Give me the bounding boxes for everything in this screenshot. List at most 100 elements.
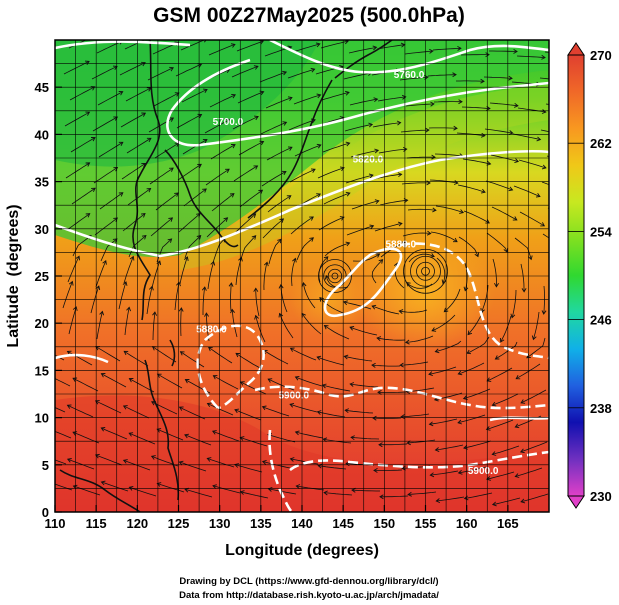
streamline [67, 256, 80, 283]
streamline [177, 163, 202, 181]
streamline-arrow [485, 219, 490, 224]
streamline-arrow [485, 426, 491, 431]
streamline [213, 375, 239, 390]
streamline-arrow [225, 168, 230, 174]
streamline [543, 285, 545, 315]
streamline-arrow [85, 213, 91, 218]
streamline-arrow [480, 78, 485, 84]
streamline-arrow [429, 48, 434, 54]
streamline [268, 378, 295, 391]
streamline [62, 281, 73, 309]
streamline-arrow [46, 480, 50, 484]
streamline-arrow [169, 167, 174, 172]
streamline [208, 347, 233, 364]
streamline-arrow [310, 67, 316, 73]
streamline-arrow [206, 402, 212, 408]
streamline [400, 129, 429, 133]
streamline [268, 239, 282, 265]
streamline [184, 434, 212, 446]
streamline-arrow [141, 112, 147, 117]
streamline [263, 349, 289, 365]
streamline-arrow [429, 472, 435, 478]
streamline-arrow [368, 122, 374, 128]
streamline-arrow [401, 94, 407, 100]
streamline [377, 337, 406, 341]
streamline [374, 223, 402, 232]
streamline [240, 381, 267, 395]
streamline [182, 139, 208, 155]
streamline-arrow [458, 99, 463, 105]
streamline-arrow [486, 160, 492, 166]
streamline [265, 97, 293, 109]
streamline [405, 335, 434, 343]
streamline [427, 74, 457, 77]
streamline-arrow [196, 234, 202, 240]
streamline-arrow [184, 256, 189, 261]
streamline-arrow [228, 282, 234, 287]
streamline [212, 485, 241, 494]
streamline [184, 235, 201, 259]
streamline-arrow [90, 36, 94, 40]
streamline-arrow [536, 136, 542, 142]
streamline-arrow [156, 373, 162, 378]
streamline-arrow [520, 498, 526, 504]
streamline-arrow [457, 469, 463, 475]
streamline [379, 443, 408, 446]
streamline [380, 495, 409, 498]
streamline [435, 205, 464, 213]
streamline [430, 231, 458, 243]
streamline [129, 486, 157, 497]
streamline [430, 470, 459, 476]
streamline [268, 488, 297, 495]
streamline-arrow [431, 154, 436, 160]
streamline [234, 464, 263, 473]
streamline-arrow [499, 337, 505, 343]
x-tick-label: 130 [209, 516, 231, 531]
y-tick-label: 35 [35, 175, 49, 190]
streamline-arrow [397, 221, 403, 227]
streamline [122, 213, 146, 232]
streamline-arrow [340, 166, 345, 172]
streamline-arrow [541, 109, 547, 114]
streamline-arrow [278, 283, 284, 289]
streamline [371, 259, 383, 284]
streamline [458, 362, 485, 375]
streamline [157, 373, 183, 389]
streamline [148, 117, 174, 133]
streamline [212, 430, 240, 442]
streamline-arrow [289, 347, 295, 352]
streamline [486, 232, 508, 253]
streamline [95, 260, 107, 288]
streamline-arrow [146, 137, 152, 143]
streamline-arrow [510, 313, 516, 319]
streamline [520, 389, 547, 404]
streamline [431, 314, 456, 332]
streamline [429, 179, 458, 184]
y-tick-label: 5 [42, 458, 49, 473]
streamline [151, 260, 161, 289]
streamline-arrow [344, 408, 349, 414]
streamline-arrow [128, 432, 134, 437]
x-axis-label: Longitude (degrees) [225, 542, 379, 559]
x-tick-label: 160 [456, 516, 478, 531]
streamline-arrow [118, 141, 124, 147]
streamline [179, 461, 207, 472]
streamline [377, 391, 407, 394]
streamline [408, 491, 437, 495]
streamline [351, 436, 380, 440]
streamline-arrow [564, 79, 568, 83]
x-tick-label: 155 [415, 516, 437, 531]
streamline [291, 258, 296, 287]
streamline [324, 242, 350, 257]
height-contours [55, 40, 549, 512]
streamline [289, 403, 318, 413]
colorbar-scale [567, 54, 585, 497]
streamline-arrow [432, 207, 437, 213]
streamline-arrow [289, 457, 295, 462]
colorbar-tick-label: 238 [590, 401, 612, 416]
y-tick-label: 45 [35, 80, 49, 95]
credit-data-source: Data from http://database.rish.kyoto-u.a… [179, 590, 439, 601]
streamline [540, 129, 549, 133]
streamline [372, 305, 400, 315]
streamline-arrow [515, 374, 521, 380]
